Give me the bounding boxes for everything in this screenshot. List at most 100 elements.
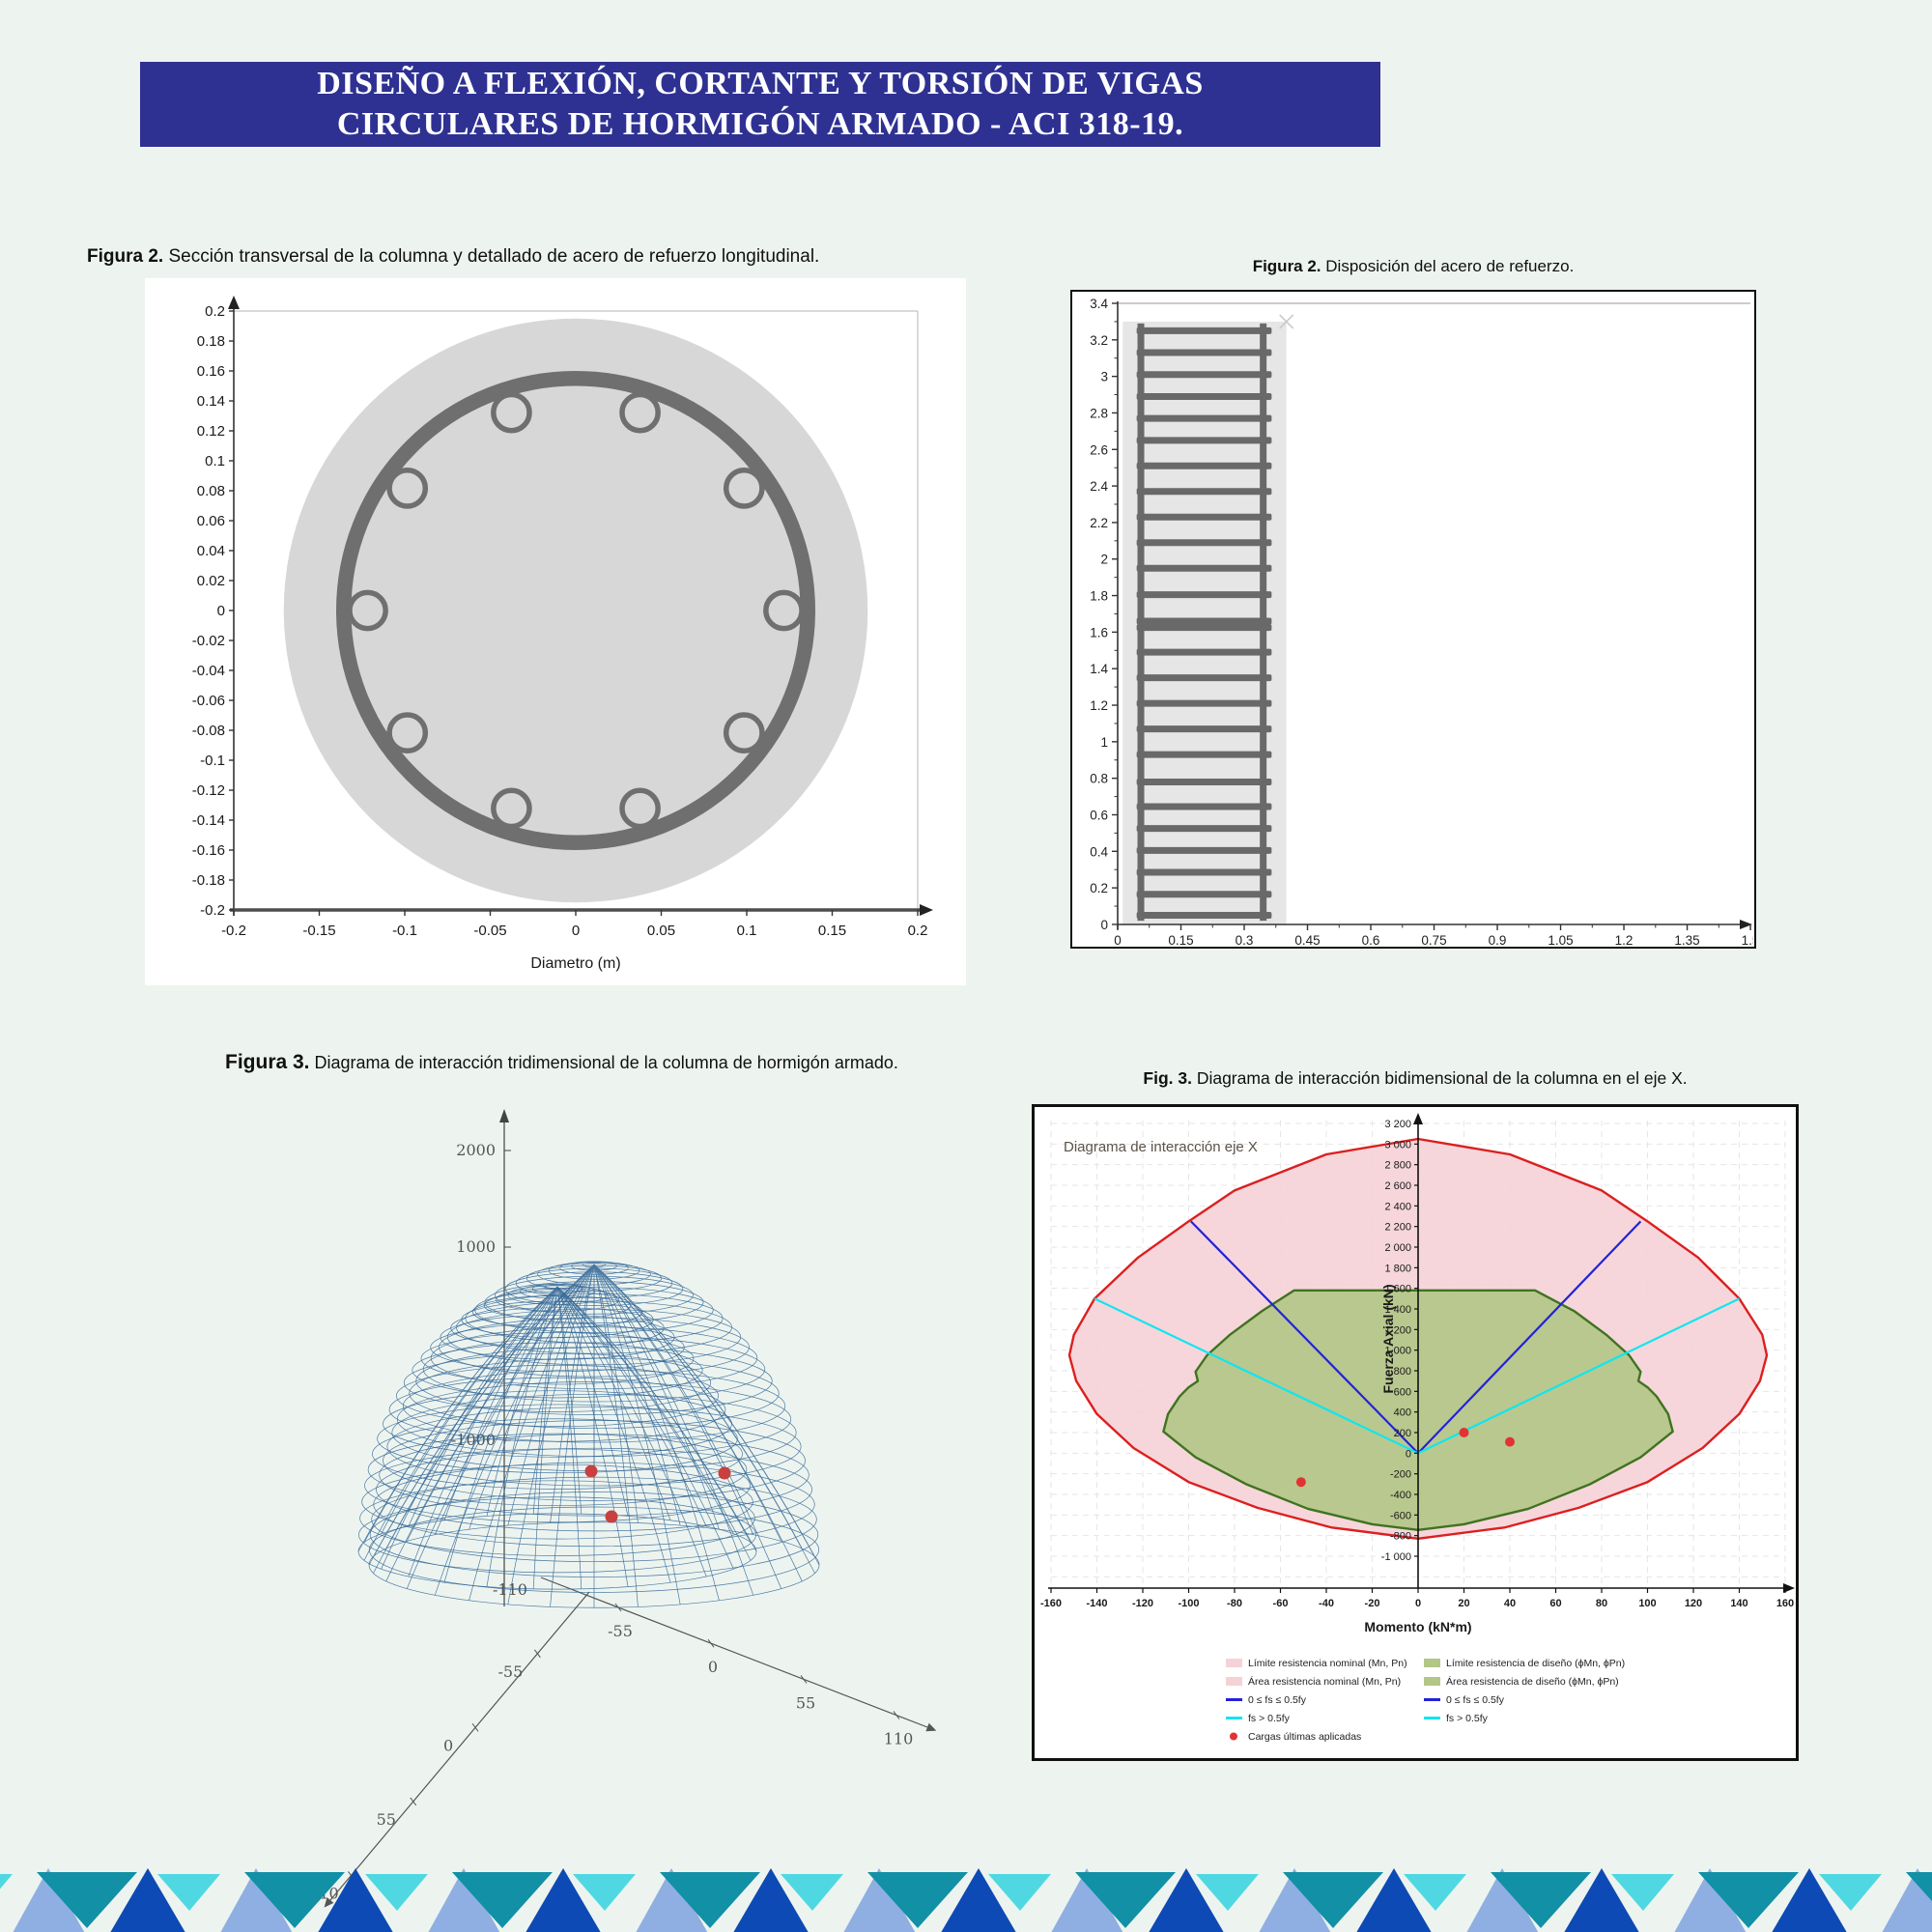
svg-text:3: 3 <box>1100 370 1108 384</box>
caption-text: Diagrama de interacción tridimensional d… <box>309 1053 898 1072</box>
svg-text:100: 100 <box>1638 1598 1656 1609</box>
svg-text:2 600: 2 600 <box>1384 1180 1411 1192</box>
svg-text:Momento (kN*m): Momento (kN*m) <box>1364 1619 1471 1634</box>
svg-text:1.2: 1.2 <box>1615 933 1634 946</box>
svg-text:40: 40 <box>1504 1598 1516 1609</box>
svg-text:-600: -600 <box>1390 1510 1411 1521</box>
svg-text:0.02: 0.02 <box>197 573 225 589</box>
svg-text:200: 200 <box>1394 1428 1411 1439</box>
svg-text:Área resistencia nominal (Mn,: Área resistencia nominal (Mn, Pn) <box>1248 1675 1401 1688</box>
svg-text:0.75: 0.75 <box>1421 933 1446 946</box>
interaction-diagram-2d-chart: -160 -140 -120 -100 -80 -60 -40 -20 0 20 40 60 80 100… <box>1040 1113 1795 1743</box>
caption-label: Figura 2. <box>1252 257 1321 275</box>
caption-elevation: Figura 2. Disposición del acero de refue… <box>1070 257 1756 276</box>
svg-text:-160: -160 <box>1040 1598 1062 1609</box>
svg-text:80: 80 <box>1596 1598 1607 1609</box>
svg-text:0.8: 0.8 <box>1090 772 1108 786</box>
svg-text:400: 400 <box>1394 1407 1411 1419</box>
svg-text:0.3: 0.3 <box>1236 933 1254 946</box>
svg-text:0.05: 0.05 <box>647 923 675 939</box>
svg-text:-0.08: -0.08 <box>192 723 225 739</box>
cross-section-chart: 0.2 0.18 0.16 0.14 0.12 0.1 0.08 0.06 0.04 0.02 0 -… <box>192 296 933 972</box>
svg-text:0 ≤ fs ≤ 0.5fy: 0 ≤ fs ≤ 0.5fy <box>1248 1694 1307 1706</box>
svg-text:-0.1: -0.1 <box>200 753 225 769</box>
svg-text:-100: -100 <box>1178 1598 1199 1609</box>
svg-text:0.2: 0.2 <box>1090 881 1108 895</box>
caption-text: Disposición del acero de refuerzo. <box>1321 257 1575 275</box>
svg-text:3 000: 3 000 <box>1384 1139 1411 1151</box>
svg-text:0.15: 0.15 <box>818 923 846 939</box>
svg-text:1 600: 1 600 <box>1384 1284 1411 1295</box>
svg-text:0.4: 0.4 <box>1090 844 1108 859</box>
svg-text:1.4: 1.4 <box>1090 662 1108 676</box>
svg-text:-1000: -1000 <box>451 1431 496 1449</box>
svg-text:2 800: 2 800 <box>1384 1160 1411 1172</box>
svg-text:0.1: 0.1 <box>737 923 757 939</box>
svg-text:1: 1 <box>1100 735 1108 750</box>
svg-text:-60: -60 <box>1273 1598 1289 1609</box>
chart-2d-interaction-panel: -160 -140 -120 -100 -80 -60 -40 -20 0 20 40 60 80 100… <box>1032 1104 1799 1761</box>
svg-text:1.8: 1.8 <box>1090 589 1108 604</box>
svg-text:0.16: 0.16 <box>197 363 225 380</box>
svg-text:Cargas últimas aplicadas: Cargas últimas aplicadas <box>1248 1731 1361 1743</box>
svg-text:-200: -200 <box>1390 1469 1411 1481</box>
svg-text:0.6: 0.6 <box>1362 933 1380 946</box>
svg-text:20: 20 <box>1458 1598 1469 1609</box>
svg-text:fs > 0.5fy: fs > 0.5fy <box>1446 1713 1489 1724</box>
svg-text:0.9: 0.9 <box>1489 933 1507 946</box>
svg-text:2: 2 <box>1100 553 1108 567</box>
svg-text:-55: -55 <box>498 1662 524 1681</box>
svg-text:0: 0 <box>443 1736 453 1754</box>
svg-text:3.4: 3.4 <box>1090 297 1108 311</box>
svg-text:0.06: 0.06 <box>197 513 225 529</box>
svg-text:0.04: 0.04 <box>197 543 225 559</box>
svg-text:-0.05: -0.05 <box>473 923 506 939</box>
svg-text:1.2: 1.2 <box>1090 698 1108 713</box>
svg-text:0.6: 0.6 <box>1090 808 1108 822</box>
svg-text:0: 0 <box>1100 918 1108 932</box>
svg-text:Límite resistencia nominal (Mn: Límite resistencia nominal (Mn, Pn) <box>1248 1658 1407 1669</box>
title-line-1: DISEÑO A FLEXIÓN, CORTANTE Y TORSIÓN DE … <box>317 66 1204 101</box>
svg-text:0: 0 <box>1415 1598 1421 1609</box>
svg-text:-0.04: -0.04 <box>192 663 225 679</box>
svg-text:1.05: 1.05 <box>1548 933 1573 946</box>
svg-text:-0.2: -0.2 <box>221 923 246 939</box>
svg-text:Diametro (m): Diametro (m) <box>530 955 620 972</box>
svg-text:2.8: 2.8 <box>1090 406 1108 420</box>
svg-text:1000: 1000 <box>456 1237 496 1256</box>
chart-cross-section-panel: 0.2 0.18 0.16 0.14 0.12 0.1 0.08 0.06 0.04 0.02 0 -… <box>145 278 966 985</box>
svg-text:-800: -800 <box>1390 1531 1411 1543</box>
svg-text:2 200: 2 200 <box>1384 1222 1411 1234</box>
svg-text:160: 160 <box>1776 1598 1794 1609</box>
caption-text: Sección transversal de la columna y deta… <box>163 246 820 267</box>
caption-3d-surface: Figura 3. Diagrama de interacción tridim… <box>225 1051 998 1074</box>
svg-text:-400: -400 <box>1390 1490 1411 1501</box>
triangle-border-decoration <box>0 1868 1932 1932</box>
svg-text:0.08: 0.08 <box>197 483 225 499</box>
svg-text:3 200: 3 200 <box>1384 1119 1411 1130</box>
svg-text:110: 110 <box>884 1730 914 1748</box>
svg-text:-0.02: -0.02 <box>192 633 225 649</box>
svg-text:1 400: 1 400 <box>1384 1304 1411 1316</box>
svg-text:2 400: 2 400 <box>1384 1201 1411 1212</box>
svg-text:Límite resistencia de diseño (: Límite resistencia de diseño (ϕMn, ϕPn) <box>1446 1658 1625 1669</box>
svg-text:600: 600 <box>1394 1386 1411 1398</box>
svg-text:0.14: 0.14 <box>197 393 225 410</box>
caption-text: Diagrama de interacción bidimensional de… <box>1191 1068 1688 1088</box>
title-line-2: CIRCULARES DE HORMIGÓN ARMADO - ACI 318-… <box>336 106 1184 142</box>
svg-text:0: 0 <box>217 603 225 619</box>
svg-text:-0.12: -0.12 <box>192 782 225 799</box>
chart-rebar-elevation-panel: 0 0.2 0.4 0.6 0.8 1 1.2 1.4 1.6 1.8 2 2.2 2.4 2.6 2.8 3… <box>1070 290 1756 949</box>
svg-text:0.2: 0.2 <box>908 923 928 939</box>
svg-text:-0.06: -0.06 <box>192 693 225 709</box>
svg-text:-80: -80 <box>1227 1598 1242 1609</box>
svg-text:140: 140 <box>1730 1598 1747 1609</box>
svg-text:fs > 0.5fy: fs > 0.5fy <box>1248 1713 1291 1724</box>
svg-text:0.2: 0.2 <box>205 303 225 320</box>
caption-label: Figura 3. <box>225 1051 310 1073</box>
caption-cross-section: Figura 2. Sección transversal de la colu… <box>87 246 1005 268</box>
svg-text:1.35: 1.35 <box>1674 933 1699 946</box>
svg-text:-120: -120 <box>1132 1598 1153 1609</box>
